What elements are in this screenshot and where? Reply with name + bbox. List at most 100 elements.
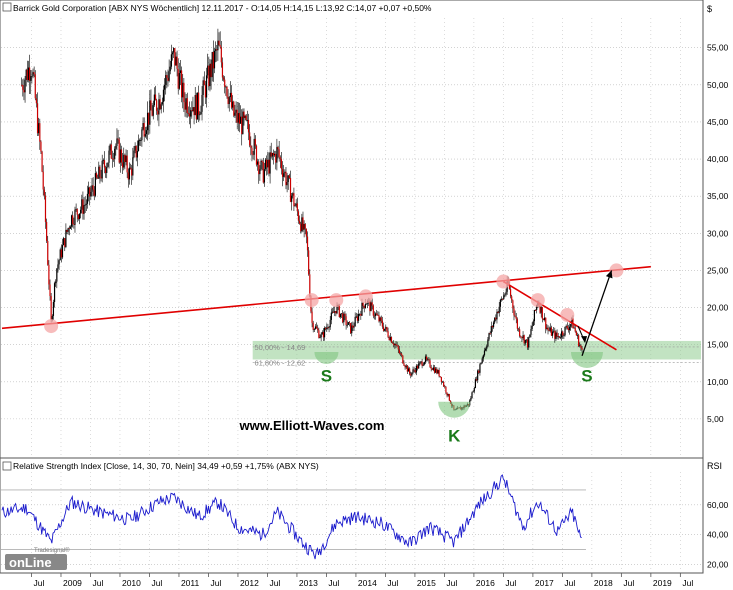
candle-body bbox=[470, 398, 472, 401]
candle-body bbox=[513, 308, 515, 316]
candle-body bbox=[145, 130, 148, 135]
candle-body bbox=[319, 337, 321, 339]
candle-body bbox=[354, 316, 356, 327]
candle-body bbox=[512, 300, 514, 309]
candle-body bbox=[251, 147, 253, 155]
candle-body bbox=[377, 314, 379, 316]
rsi-collapse-icon[interactable] bbox=[2, 461, 12, 471]
candle-body bbox=[128, 167, 131, 180]
candle-body bbox=[165, 75, 167, 85]
candle-body bbox=[163, 84, 166, 90]
x-tick-label: Jul bbox=[328, 578, 339, 588]
candle-body bbox=[279, 157, 281, 160]
candle-body bbox=[353, 326, 355, 328]
candle-body bbox=[533, 309, 535, 322]
candle-body bbox=[52, 301, 55, 316]
candle-body bbox=[32, 72, 34, 76]
candle-body bbox=[553, 330, 555, 332]
candle-body bbox=[51, 315, 53, 320]
candle-body bbox=[208, 65, 210, 87]
candle-body bbox=[60, 249, 62, 258]
candle-body bbox=[90, 191, 92, 197]
candle-body bbox=[327, 327, 329, 329]
candle-body bbox=[129, 167, 132, 169]
candle-body bbox=[297, 211, 300, 221]
candle-body bbox=[260, 160, 262, 170]
price-y-tick: 40,00 bbox=[707, 154, 729, 164]
candle-body bbox=[370, 302, 372, 312]
candle-body bbox=[475, 379, 478, 381]
candle-body bbox=[435, 368, 437, 373]
candle-body bbox=[526, 339, 529, 348]
candle-body bbox=[77, 214, 79, 220]
candle-body bbox=[415, 365, 418, 373]
candle-body bbox=[339, 313, 342, 318]
candle-body bbox=[311, 311, 313, 323]
candle-body bbox=[263, 169, 266, 183]
candle-body bbox=[285, 171, 287, 186]
candle-body bbox=[545, 317, 547, 329]
candle-body bbox=[118, 139, 120, 163]
candle-body bbox=[24, 79, 26, 93]
candle-body bbox=[162, 89, 165, 102]
candle-body bbox=[247, 119, 250, 133]
candle-body bbox=[53, 283, 56, 302]
candle-body bbox=[322, 332, 325, 338]
candle-body bbox=[110, 144, 112, 159]
candle-body bbox=[482, 355, 484, 359]
rsi-y-tick: 20,00 bbox=[707, 560, 729, 570]
candle-body bbox=[414, 370, 416, 373]
candle-body bbox=[115, 145, 117, 149]
candle-body bbox=[581, 347, 583, 350]
panel-collapse-icon[interactable] bbox=[2, 2, 12, 12]
candle-body bbox=[389, 337, 391, 341]
candle-body bbox=[536, 305, 538, 310]
candle-body bbox=[563, 335, 565, 337]
candle-body bbox=[268, 159, 270, 174]
candle-body bbox=[317, 328, 319, 331]
x-tick-label: 2010 bbox=[122, 578, 141, 588]
candle-body bbox=[321, 332, 323, 335]
candle-body bbox=[149, 100, 151, 125]
candle-body bbox=[519, 329, 521, 337]
candle-body bbox=[580, 345, 582, 348]
candle-body bbox=[534, 309, 537, 311]
candle-body bbox=[50, 296, 52, 320]
candle-body bbox=[579, 345, 581, 347]
candle-body bbox=[486, 346, 488, 349]
candle-body bbox=[87, 187, 90, 194]
trendline-neckline bbox=[1, 265, 651, 330]
candle-body bbox=[102, 160, 104, 161]
candle-body bbox=[103, 160, 106, 168]
candle-body bbox=[274, 153, 276, 156]
logo-small-text: Tradesignal® bbox=[34, 547, 70, 554]
candle-body bbox=[148, 112, 150, 125]
candle-body bbox=[124, 154, 126, 163]
candle-body bbox=[95, 173, 98, 178]
candle-body bbox=[134, 145, 136, 151]
x-tick-label: Jul bbox=[505, 578, 516, 588]
candle-body bbox=[403, 363, 405, 366]
touch-marker bbox=[496, 274, 511, 289]
candle-body bbox=[413, 369, 415, 371]
candle-body bbox=[574, 327, 576, 332]
candle-body bbox=[252, 154, 254, 156]
candle-body bbox=[357, 314, 360, 321]
candle-body bbox=[93, 189, 95, 196]
candle-body bbox=[293, 193, 295, 207]
candle-body bbox=[89, 187, 91, 197]
candle-body bbox=[168, 71, 170, 81]
candle-body bbox=[440, 376, 442, 382]
candle-body bbox=[566, 325, 568, 329]
candle-body bbox=[235, 109, 237, 113]
candle-body bbox=[227, 96, 229, 105]
candle-body bbox=[238, 113, 241, 124]
candle-body bbox=[378, 315, 380, 322]
candle-body bbox=[492, 322, 495, 328]
candle-body bbox=[161, 101, 163, 105]
candle-body bbox=[539, 305, 541, 313]
candle-body bbox=[85, 203, 87, 205]
x-tick-label: Jul bbox=[151, 578, 162, 588]
candle-body bbox=[428, 359, 430, 361]
candle-body bbox=[278, 149, 280, 158]
